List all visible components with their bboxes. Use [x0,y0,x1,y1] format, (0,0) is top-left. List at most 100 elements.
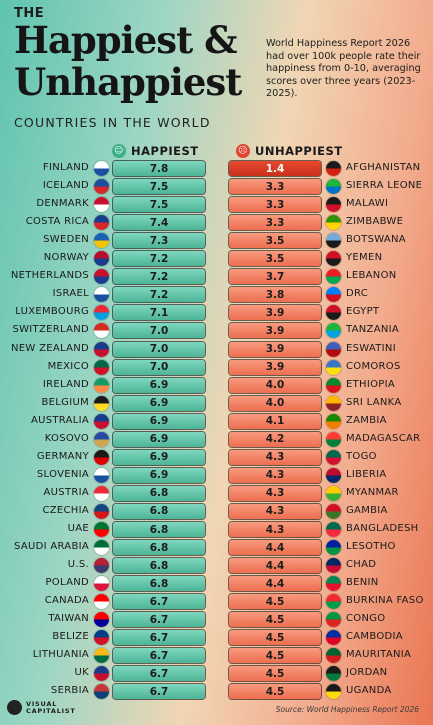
happiest-score-value: 6.7 [149,685,169,698]
unhappiest-score-bar: 3.9 [229,323,321,339]
table-row: LUXEMBOURG 7.1 3.9 EGYPT [0,303,433,323]
unhappiest-country-name: TOGO [346,450,377,462]
flag-icon [94,630,109,646]
flag-icon [94,395,109,411]
happiest-country-name: SLOVENIA [36,468,89,480]
happiest-score-bar: 7.5 [113,197,205,213]
happiest-score-bar: 7.4 [113,215,205,231]
flag-icon [94,197,109,213]
happiest-country-name: SERBIA [50,685,89,697]
table-row: ICELAND 7.5 3.3 SIERRA LEONE [0,177,433,197]
happiest-score-value: 7.8 [149,162,169,175]
unhappiest-score-bar: 4.0 [229,395,321,411]
flag-icon [326,395,341,411]
flag-icon [326,341,341,357]
happiest-score-bar: 7.2 [113,269,205,285]
happiest-score-bar: 6.7 [113,684,205,700]
happiest-score-value: 6.9 [149,469,169,482]
happiest-score-value: 7.1 [149,306,169,319]
flag-icon [94,359,109,375]
flag-icon [94,323,109,339]
happiest-score-bar: 6.7 [113,594,205,610]
unhappiest-label: UNHAPPIEST [255,143,343,158]
happiest-score-bar: 6.8 [113,503,205,519]
happiest-country-name: U.S. [67,559,89,571]
flag-icon [326,558,341,574]
happiest-score-bar: 6.9 [113,449,205,465]
happiest-country-name: MEXICO [47,360,89,372]
flag-icon [94,215,109,231]
unhappiest-country-name: AFGHANISTAN [346,162,421,173]
unhappiest-score-bar: 4.5 [229,648,321,664]
happiest-score-value: 7.3 [149,234,169,247]
logo-mark-icon [7,700,22,715]
unhappiest-country-name: COMOROS [346,360,401,372]
happiest-score-value: 7.0 [149,361,169,374]
happiest-score-bar: 6.7 [113,666,205,682]
happiest-score-value: 6.9 [149,451,169,464]
happiest-score-value: 6.9 [149,397,169,410]
flag-icon [326,251,341,267]
flag-icon [94,503,109,519]
flag-icon [94,449,109,465]
flag-icon [326,233,341,249]
happiest-score-value: 6.8 [149,505,169,518]
happiest-score-bar: 7.0 [113,323,205,339]
happiest-country-name: SWITZERLAND [12,324,89,336]
happiest-score-bar: 7.3 [113,233,205,249]
unhappiest-score-bar: 4.5 [229,630,321,646]
unhappiest-country-name: LESOTHO [346,541,396,553]
unhappiest-score-value: 4.5 [265,649,285,662]
table-row: LITHUANIA 6.7 4.5 MAURITANIA [0,646,433,666]
happiest-score-bar: 7.2 [113,251,205,267]
happiest-score-bar: 7.0 [113,359,205,375]
unhappiest-score-value: 3.3 [265,198,285,211]
happiest-country-name: ISRAEL [52,288,89,300]
unhappiest-country-name: ETHIOPIA [346,378,395,390]
happiest-score-value: 6.9 [149,433,169,446]
happiest-score-value: 6.8 [149,577,169,590]
happiest-score-bar: 6.8 [113,540,205,556]
unhappiest-score-value: 4.5 [265,631,285,644]
happiest-country-name: NEW ZEALAND [11,342,89,354]
unhappiest-country-name: MALAWI [346,198,389,210]
happiest-country-name: AUSTRIA [43,486,89,498]
unhappiest-score-value: 4.0 [265,379,285,392]
table-row: UAE 6.8 4.3 BANGLADESH [0,520,433,540]
unhappiest-country-name: CAMBODIA [346,631,403,643]
unhappiest-country-name: UGANDA [346,685,392,697]
flag-icon [326,648,341,664]
unhappiest-score-bar: 1.4 [229,161,321,176]
unhappiest-header: ☹ UNHAPPIEST [236,142,343,159]
table-row: TAIWAN 6.7 4.5 CONGO [0,610,433,630]
flag-icon [326,684,341,700]
flag-icon [94,612,109,628]
flag-icon [326,540,341,556]
unhappiest-score-value: 4.2 [265,433,285,446]
unhappiest-country-name: DRC [346,288,369,300]
happiest-country-name: LITHUANIA [32,649,89,661]
title-line-2: Unhappiest [14,60,242,104]
unhappiest-score-bar: 4.4 [229,540,321,556]
unhappiest-score-value: 4.5 [265,613,285,626]
flag-icon [94,251,109,267]
happiest-score-value: 7.5 [149,180,169,193]
table-row: NORWAY 7.2 3.5 YEMEN [0,249,433,269]
source-note: Source: World Happiness Report 2026 [275,705,419,714]
flag-icon [94,467,109,483]
unhappiest-country-name: MADAGASCAR [346,432,421,444]
unhappiest-score-bar: 3.9 [229,359,321,375]
unhappiest-country-name: BENIN [346,577,379,589]
unhappiest-country-name: JORDAN [346,667,388,679]
unhappiest-score-bar: 4.0 [229,377,321,393]
happiest-score-value: 6.7 [149,649,169,662]
happiest-score-value: 6.7 [149,631,169,644]
sad-face-icon: ☹ [236,143,250,158]
flag-icon [326,197,341,213]
unhappiest-score-value: 4.3 [265,451,285,464]
unhappiest-score-value: 3.9 [265,306,285,319]
flag-icon [326,630,341,646]
flag-icon [326,522,341,537]
happiest-score-value: 6.8 [149,541,169,554]
unhappiest-country-name: MAURITANIA [346,649,412,661]
